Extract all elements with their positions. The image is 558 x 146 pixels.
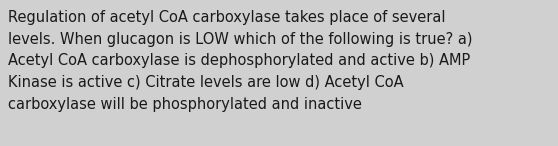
Text: Regulation of acetyl CoA carboxylase takes place of several
levels. When glucago: Regulation of acetyl CoA carboxylase tak… [8,10,473,112]
